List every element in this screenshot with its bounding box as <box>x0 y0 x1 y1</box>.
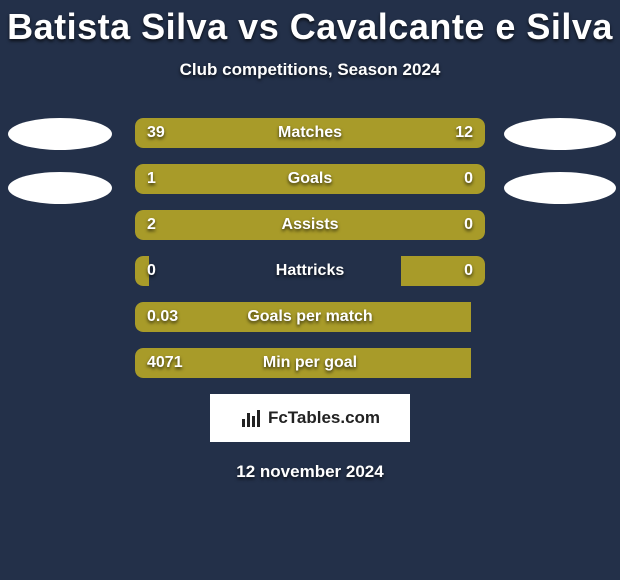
stat-row: 0.03 Goals per match <box>135 302 485 332</box>
stat-label: Goals per match <box>247 308 372 326</box>
stat-value-right: 12 <box>455 124 473 142</box>
page-title: Batista Silva vs Cavalcante e Silva <box>0 0 620 48</box>
stat-value-left: 0.03 <box>147 308 178 326</box>
stat-label: Goals <box>288 170 332 188</box>
avatar-placeholder <box>504 172 616 204</box>
stat-label: Matches <box>278 124 342 142</box>
stat-value-left: 2 <box>147 216 156 234</box>
comparison-chart: 39 Matches 12 1 Goals 0 2 Assists 0 0 Hattricks 0 0.… <box>0 118 620 378</box>
stat-row: 4071 Min per goal <box>135 348 485 378</box>
avatar-placeholder <box>8 118 112 150</box>
stat-label: Assists <box>282 216 339 234</box>
stat-value-right: 0 <box>464 262 473 280</box>
brand-text: FcTables.com <box>268 408 380 428</box>
player-right-avatars <box>500 118 620 226</box>
stat-row: 39 Matches 12 <box>135 118 485 148</box>
bar-left <box>135 164 401 194</box>
date-text: 12 november 2024 <box>0 462 620 482</box>
stat-value-right: 0 <box>464 170 473 188</box>
stat-value-left: 4071 <box>147 354 183 372</box>
player-left-avatars <box>0 118 120 226</box>
stat-value-left: 0 <box>147 262 156 280</box>
chart-icon <box>240 407 262 429</box>
stat-row: 0 Hattricks 0 <box>135 256 485 286</box>
avatar-placeholder <box>8 172 112 204</box>
avatar-placeholder <box>504 118 616 150</box>
bar-left <box>135 118 401 148</box>
stat-value-right: 0 <box>464 216 473 234</box>
bar-left <box>135 210 401 240</box>
stat-value-left: 1 <box>147 170 156 188</box>
subtitle: Club competitions, Season 2024 <box>0 60 620 80</box>
stat-row: 2 Assists 0 <box>135 210 485 240</box>
stat-label: Min per goal <box>263 354 357 372</box>
stat-value-left: 39 <box>147 124 165 142</box>
stat-row: 1 Goals 0 <box>135 164 485 194</box>
stat-bars-container: 39 Matches 12 1 Goals 0 2 Assists 0 0 Hattricks 0 0.… <box>135 118 485 378</box>
brand-badge: FcTables.com <box>210 394 410 442</box>
stat-label: Hattricks <box>276 262 344 280</box>
